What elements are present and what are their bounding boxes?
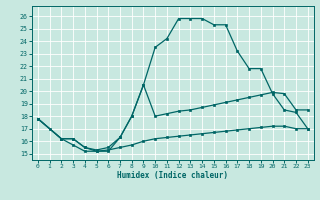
X-axis label: Humidex (Indice chaleur): Humidex (Indice chaleur): [117, 171, 228, 180]
